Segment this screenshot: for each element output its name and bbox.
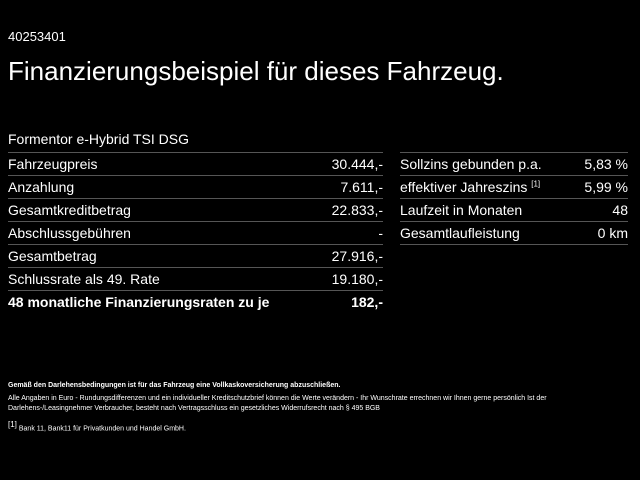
row-label: Schlussrate als 49. Rate [8, 267, 298, 291]
table-row: Gesamtlaufleistung 0 km [400, 221, 628, 245]
row-label: Gesamtlaufleistung [400, 221, 560, 245]
table-row: Fahrzeugpreis 30.444,- [8, 152, 383, 176]
disclaimer-note: Alle Angaben in Euro - Rundungsdifferenz… [8, 395, 547, 412]
row-value: 7.611,- [298, 175, 383, 199]
monthly-rate-row: 48 monatliche Finanzierungsraten zu je 18… [8, 291, 383, 314]
row-label: Abschlussgebühren [8, 221, 298, 245]
row-value: 5,83 % [560, 152, 628, 176]
insurance-note: Gemäß den Darlehensbedingungen ist für d… [8, 382, 341, 389]
vehicle-code: 40253401 [8, 29, 66, 44]
financing-table: Fahrzeugpreis 30.444,- Anzahlung 7.611,- G… [8, 152, 383, 313]
row-value: 22.833,- [298, 198, 383, 222]
row-label: Laufzeit in Monaten [400, 198, 560, 222]
row-label: Sollzins gebunden p.a. [400, 152, 560, 176]
row-label: Anzahlung [8, 175, 298, 199]
row-value: 27.916,- [298, 244, 383, 268]
row-label-text: effektiver Jahreszins [400, 179, 528, 195]
row-label: Gesamtbetrag [8, 244, 298, 268]
table-row: Gesamtkreditbetrag 22.833,- [8, 198, 383, 222]
row-label: Gesamtkreditbetrag [8, 198, 298, 222]
table-row: Sollzins gebunden p.a. 5,83 % [400, 152, 628, 176]
interest-table: Sollzins gebunden p.a. 5,83 % effektiver … [400, 152, 628, 245]
row-value: 30.444,- [298, 152, 383, 176]
row-label: 48 monatliche Finanzierungsraten zu je [8, 294, 270, 310]
table-row: Gesamtbetrag 27.916,- [8, 244, 383, 268]
row-value: 5,99 % [560, 175, 628, 199]
table-row: effektiver Jahreszins [1] 5,99 % [400, 175, 628, 199]
row-value: - [298, 221, 383, 245]
table-row: Laufzeit in Monaten 48 [400, 198, 628, 222]
row-label: Fahrzeugpreis [8, 152, 298, 176]
table-row: Anzahlung 7.611,- [8, 175, 383, 199]
model-name: Formentor e-Hybrid TSI DSG [8, 131, 190, 147]
footnote-marker: [1] [531, 179, 541, 189]
bank-note: [1] Bank 11, Bank11 für Privatkunden und… [8, 420, 608, 434]
page-title: Finanzierungsbeispiel für dieses Fahrzeu… [8, 56, 504, 86]
row-value: 182,- [351, 294, 383, 310]
row-label: effektiver Jahreszins [1] [400, 175, 560, 199]
table-row: Schlussrate als 49. Rate 19.180,- [8, 267, 383, 291]
row-value: 19.180,- [298, 267, 383, 291]
bank-text: Bank 11, Bank11 für Privatkunden und Han… [18, 425, 186, 433]
row-value: 0 km [560, 221, 628, 245]
table-row: Abschlussgebühren - [8, 221, 383, 245]
footnote-marker: [1] [8, 420, 17, 429]
row-value: 48 [560, 198, 628, 222]
